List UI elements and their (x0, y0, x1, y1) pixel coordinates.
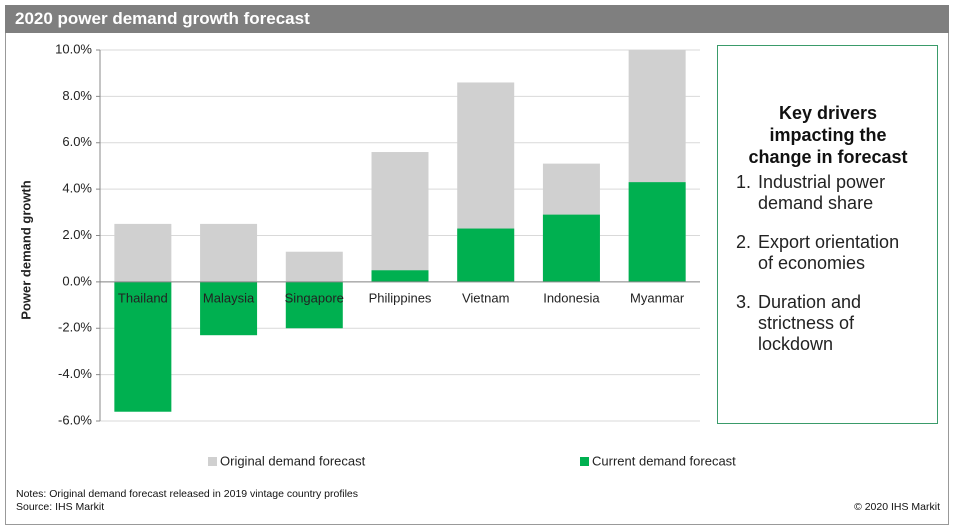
y-tick-label: 6.0% (62, 134, 92, 149)
y-axis-label: Power demand growth (18, 180, 33, 319)
bar (285, 281, 343, 329)
notes: Notes: Original demand forecast released… (16, 488, 359, 500)
bar (542, 214, 600, 282)
driver-list: Industrial power demand share Export ori… (726, 172, 916, 373)
y-tick-label: 0.0% (62, 273, 92, 288)
y-tick-label: 4.0% (62, 181, 92, 196)
driver-item: Industrial power demand share (756, 172, 916, 214)
y-tick-label: -2.0% (58, 320, 92, 335)
y-tick-label: -6.0% (58, 412, 92, 427)
bar (114, 281, 172, 412)
bar (371, 270, 429, 282)
bar (200, 281, 258, 336)
y-tick-label: 2.0% (62, 227, 92, 242)
x-tick-label: Indonesia (543, 290, 600, 305)
bar (628, 182, 686, 282)
bar (457, 228, 515, 282)
legend-label: Original demand forecast (220, 453, 366, 468)
bar (285, 251, 343, 282)
driver-item: Duration and strictness of lockdown (756, 292, 916, 355)
panel-title: Key drivers impacting the change in fore… (748, 103, 908, 167)
driver-item: Export orientation of economies (756, 232, 916, 274)
copyright: © 2020 IHS Markit (854, 501, 940, 513)
y-tick-label: 8.0% (62, 88, 92, 103)
bar (371, 152, 429, 282)
chart-title: 2020 power demand growth forecast (5, 5, 949, 33)
y-tick-label: 10.0% (55, 41, 92, 56)
legend-swatch (580, 457, 589, 466)
legend-swatch (208, 457, 217, 466)
x-tick-label: Myanmar (630, 290, 685, 305)
x-tick-label: Vietnam (462, 290, 509, 305)
x-tick-label: Thailand (118, 290, 168, 305)
source: Source: IHS Markit (16, 501, 105, 513)
key-drivers-panel: Key drivers impacting the change in fore… (717, 45, 938, 424)
bar (200, 223, 258, 282)
x-tick-label: Philippines (369, 290, 432, 305)
x-tick-label: Singapore (285, 290, 344, 305)
legend-label: Current demand forecast (592, 453, 736, 468)
bar (114, 223, 172, 282)
x-tick-label: Malaysia (203, 290, 255, 305)
y-tick-label: -4.0% (58, 366, 92, 381)
